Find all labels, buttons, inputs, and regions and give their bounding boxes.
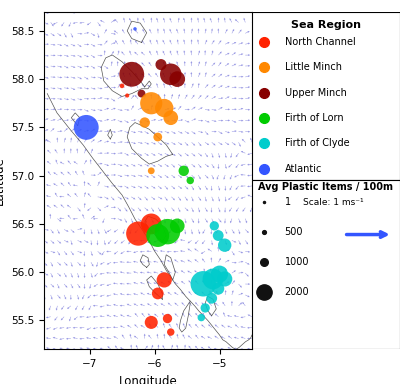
Point <box>215 232 222 238</box>
Point <box>198 314 204 321</box>
Text: Firth of Lorn: Firth of Lorn <box>284 113 343 123</box>
Text: Scale: 1 ms⁻¹: Scale: 1 ms⁻¹ <box>303 198 364 207</box>
Point <box>158 61 164 68</box>
Point <box>164 228 171 235</box>
Text: North Channel: North Channel <box>284 37 355 47</box>
Point <box>124 93 130 99</box>
Point <box>222 276 228 282</box>
Text: Sea Region: Sea Region <box>291 20 361 30</box>
Point <box>222 242 228 248</box>
Point <box>154 134 161 140</box>
Point <box>180 168 187 174</box>
Point <box>128 71 135 77</box>
Point <box>148 168 154 174</box>
X-axis label: Longitude: Longitude <box>119 375 177 384</box>
Point <box>154 290 161 296</box>
Y-axis label: Latitude: Latitude <box>0 156 6 205</box>
Point <box>210 276 216 282</box>
Text: Atlantic: Atlantic <box>284 164 322 174</box>
Point <box>168 329 174 335</box>
Text: 1000: 1000 <box>284 257 309 267</box>
Point <box>174 76 180 82</box>
Text: 1: 1 <box>284 197 291 207</box>
Text: 500: 500 <box>284 227 303 237</box>
Text: 2000: 2000 <box>284 286 309 297</box>
Point <box>83 124 90 131</box>
Point <box>148 221 154 227</box>
Point <box>148 319 154 326</box>
Point <box>161 105 168 111</box>
Point <box>164 316 171 322</box>
Point <box>142 119 148 126</box>
Point <box>168 71 174 77</box>
Point <box>148 100 154 106</box>
Point <box>135 230 142 237</box>
Point <box>138 91 145 97</box>
FancyBboxPatch shape <box>252 180 400 349</box>
Point <box>215 286 222 292</box>
Point <box>187 177 194 184</box>
Point <box>200 281 206 287</box>
Point <box>154 232 161 238</box>
Text: Upper Minch: Upper Minch <box>284 88 346 98</box>
Text: Avg Plastic Items / 100m: Avg Plastic Items / 100m <box>258 182 394 192</box>
Point <box>174 223 180 229</box>
Point <box>202 305 208 311</box>
Point <box>208 295 215 301</box>
Point <box>216 271 223 277</box>
Point <box>132 26 138 32</box>
FancyBboxPatch shape <box>252 12 400 180</box>
Point <box>168 115 174 121</box>
Text: Little Minch: Little Minch <box>284 62 342 72</box>
Point <box>161 277 168 283</box>
Point <box>119 83 125 89</box>
Text: Firth of Clyde: Firth of Clyde <box>284 138 349 148</box>
Point <box>211 223 218 229</box>
